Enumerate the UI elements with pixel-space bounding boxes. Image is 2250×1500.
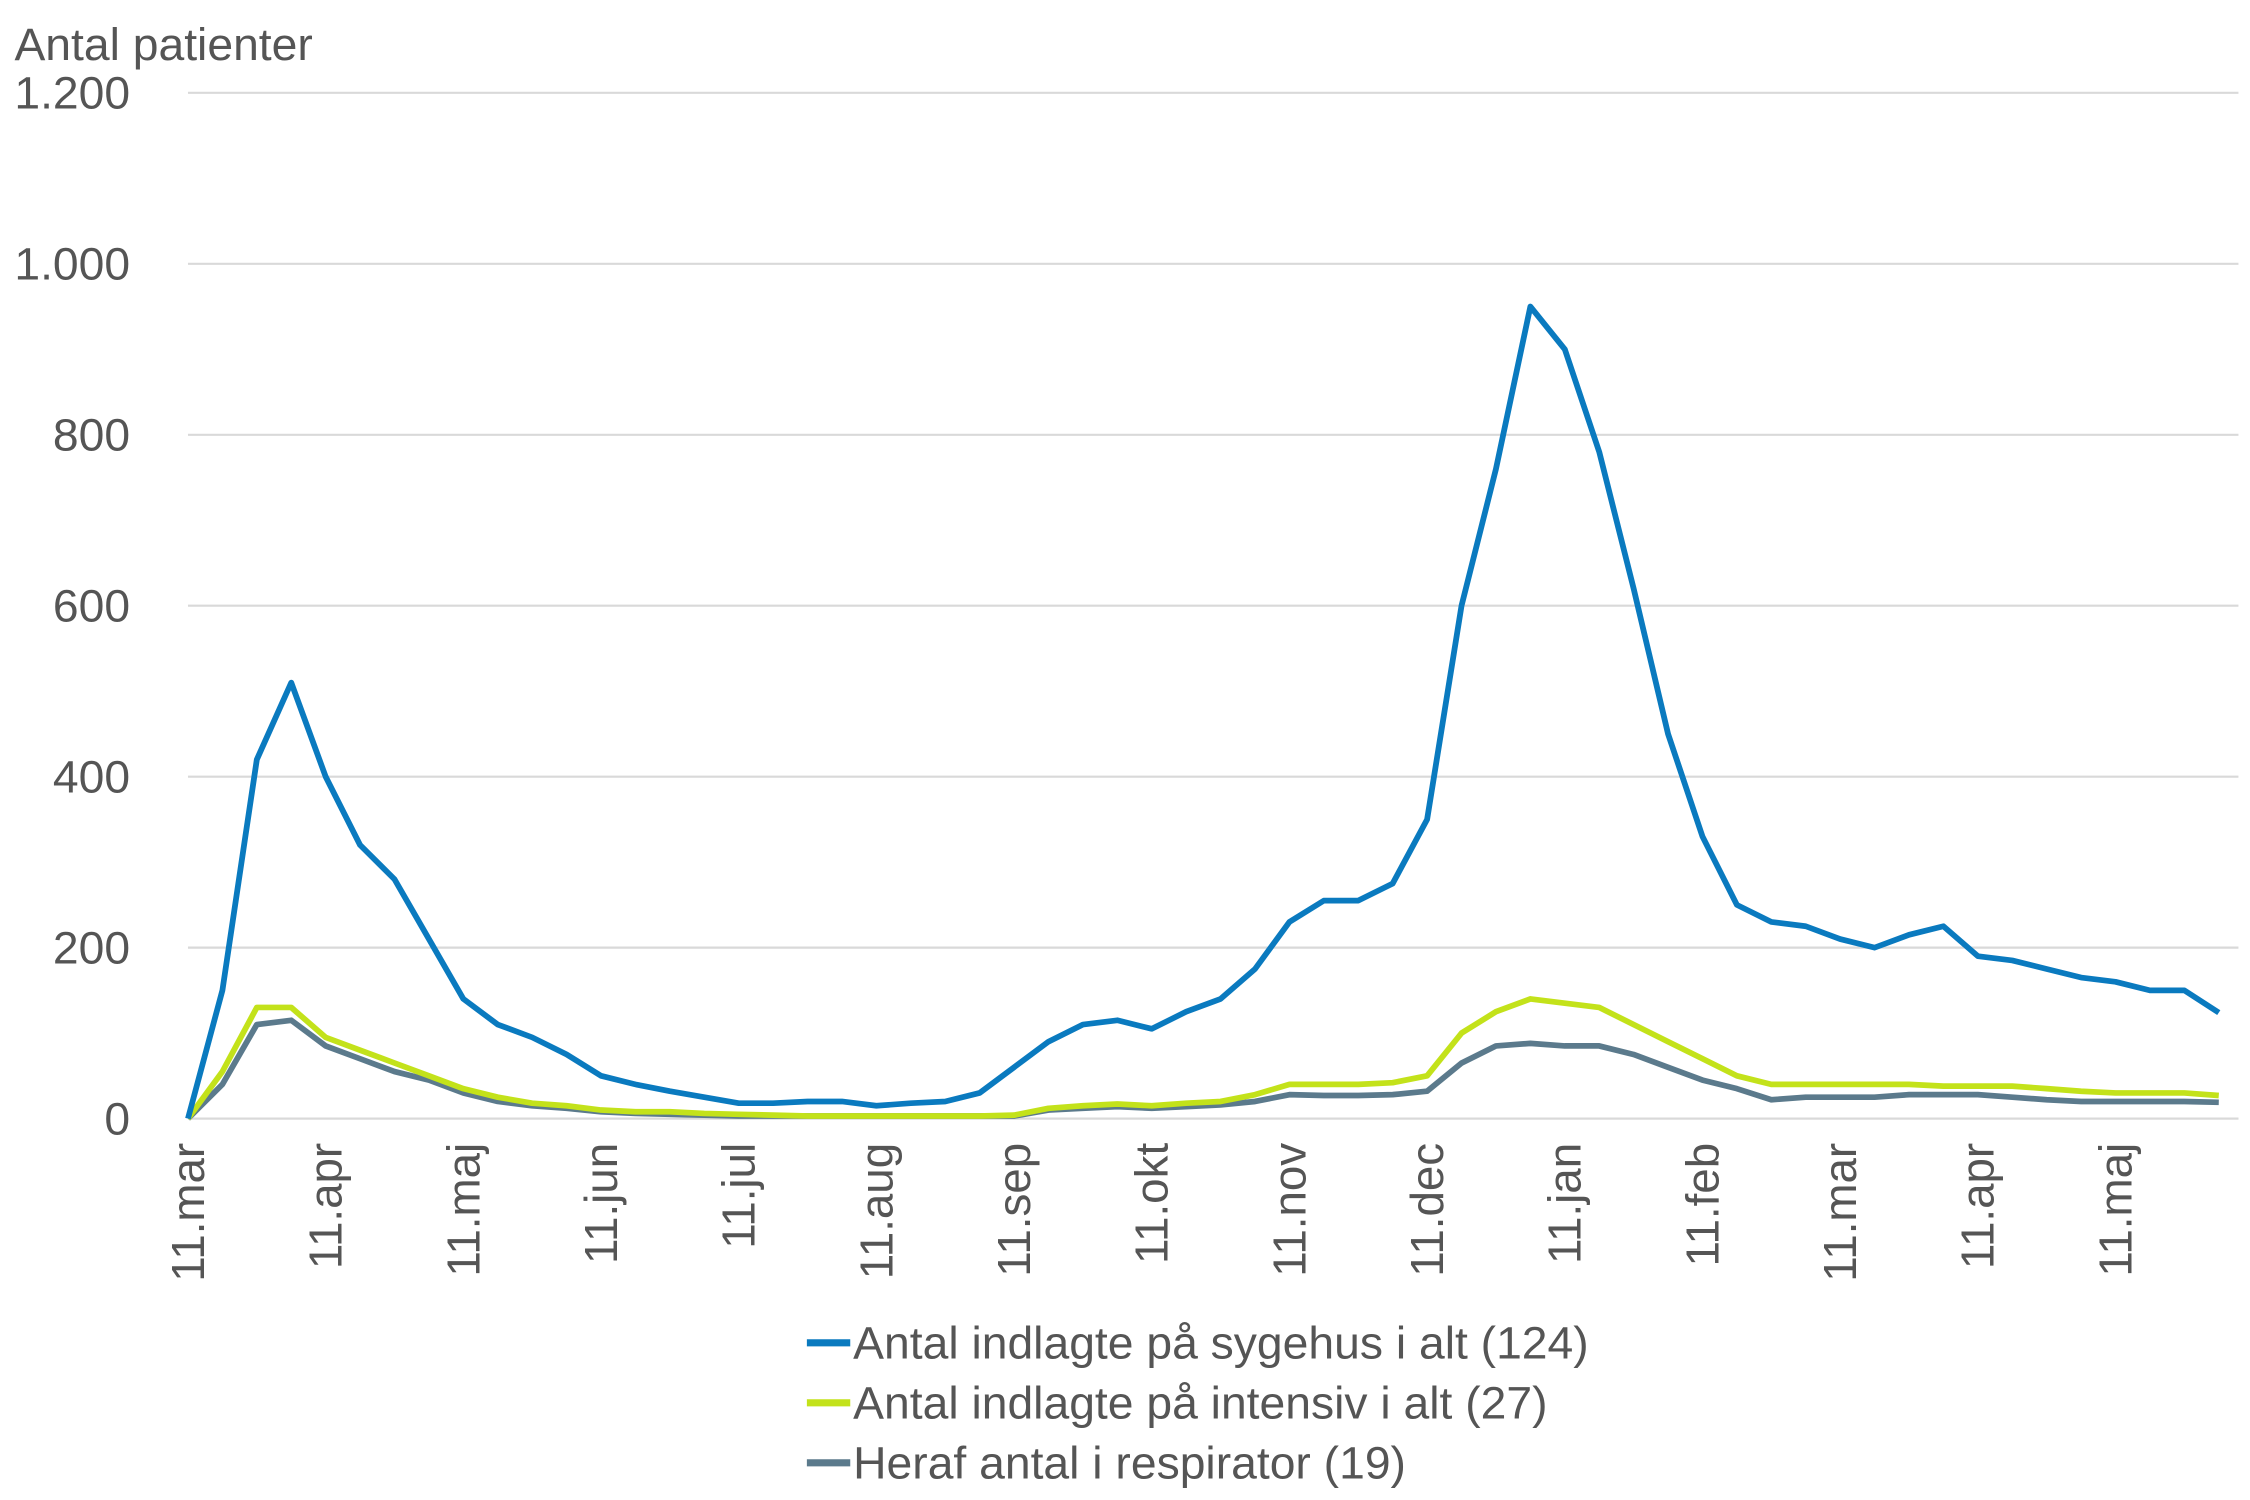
y-tick-label: 0 xyxy=(104,1093,130,1145)
y-tick-label: 600 xyxy=(53,580,130,632)
x-tick-label: 11.nov xyxy=(1263,1143,1315,1277)
x-tick-label: 11.jun xyxy=(575,1143,627,1264)
y-tick-label: 1.000 xyxy=(14,238,130,290)
x-tick-label: 11.mar xyxy=(1814,1143,1866,1282)
y-tick-label: 400 xyxy=(53,751,130,803)
x-tick-label: 11.aug xyxy=(850,1143,902,1279)
x-tick-label: 11.apr xyxy=(1951,1143,2003,1269)
series-line xyxy=(185,303,2221,1120)
x-tick-label: 11.maj xyxy=(2089,1143,2141,1277)
y-tick-label: 800 xyxy=(53,409,130,461)
x-tick-label: 11.jul xyxy=(712,1143,764,1249)
legend-label: Antal indlagte på intensiv i alt (27) xyxy=(853,1377,1547,1429)
x-tick-label: 11.dec xyxy=(1401,1143,1453,1277)
x-tick-label: 11.maj xyxy=(437,1143,489,1277)
y-axis-label: Antal patienter xyxy=(14,18,312,70)
x-tick-label: 11.okt xyxy=(1125,1143,1177,1264)
x-tick-label: 11.mar xyxy=(162,1143,214,1282)
series-line xyxy=(185,996,2219,1121)
x-tick-label: 11.feb xyxy=(1676,1143,1728,1267)
y-tick-label: 200 xyxy=(53,922,130,974)
y-tick-label: 1.200 xyxy=(14,67,130,119)
x-tick-label: 11.jan xyxy=(1538,1143,1590,1264)
x-tick-label: 11.apr xyxy=(299,1143,351,1269)
legend-label: Heraf antal i respirator (19) xyxy=(853,1437,1406,1489)
legend-label: Antal indlagte på sygehus i alt (124) xyxy=(853,1317,1589,1369)
x-tick-label: 11.sep xyxy=(988,1143,1040,1277)
